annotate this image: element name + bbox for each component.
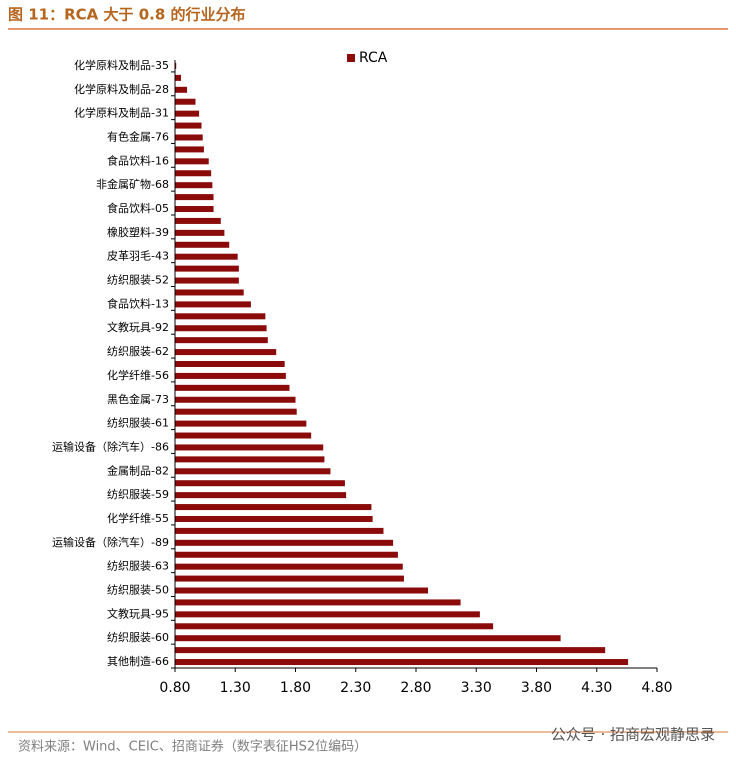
x-tick-label: 1.80: [280, 680, 311, 696]
y-tick-label: 纺织服装-62: [107, 344, 169, 358]
bar: [175, 623, 494, 630]
y-tick-label: 纺织服装-63: [107, 559, 169, 573]
y-tick-label: 纺织服装-52: [107, 273, 169, 287]
x-tick-label: 2.30: [340, 680, 371, 696]
bar: [175, 420, 307, 427]
bar: [175, 194, 214, 201]
bar: [175, 313, 266, 320]
x-tick-label: 3.80: [521, 680, 552, 696]
x-tick-label: 1.30: [220, 680, 251, 696]
bar: [175, 265, 239, 272]
bar: [175, 325, 267, 332]
bar: [175, 456, 325, 463]
x-tick-label: 4.80: [641, 680, 672, 696]
y-tick-label: 运输设备（除汽车）-89: [52, 535, 169, 549]
bar: [175, 170, 212, 177]
bar: [175, 253, 238, 260]
bar: [175, 408, 297, 415]
x-tick-label: 0.80: [159, 680, 190, 696]
y-tick-label: 化学原料及制品-31: [74, 106, 169, 120]
bar: [175, 217, 221, 224]
bar: [175, 337, 268, 344]
y-tick-label: 其他制造-66: [107, 654, 169, 668]
y-tick-label: 化学原料及制品-35: [74, 58, 169, 72]
bar: [175, 563, 403, 570]
bar: [175, 206, 214, 213]
bar: [175, 611, 480, 618]
y-tick-label: 食品饮料-16: [107, 153, 169, 167]
y-tick-label: 非金属矿物-68: [96, 177, 169, 191]
y-tick-label: 皮革羽毛-43: [107, 249, 169, 263]
x-tick-label: 2.80: [400, 680, 431, 696]
y-tick-label: 文教玩具-95: [107, 606, 169, 620]
bar: [175, 182, 213, 189]
x-tick-label: 3.30: [461, 680, 492, 696]
source: 资料来源：Wind、CEIC、招商证券（数字表征HS2位编码）: [18, 739, 367, 755]
bar: [175, 301, 251, 308]
bar: [175, 444, 324, 451]
y-tick-label: 化学原料及制品-28: [74, 82, 169, 96]
y-tick-label: 黑色金属-73: [107, 392, 169, 406]
bar: [175, 229, 225, 236]
bar: [175, 659, 629, 666]
bar: [175, 647, 606, 654]
y-tick-label: 橡胶塑料-39: [107, 225, 169, 239]
bar: [175, 587, 429, 594]
bar: [175, 527, 384, 534]
bar: [175, 468, 331, 475]
bar: [175, 98, 196, 105]
y-tick-label: 运输设备（除汽车）-86: [52, 439, 169, 453]
y-tick-label: 金属制品-82: [107, 463, 169, 477]
bar: [175, 277, 239, 284]
y-tick-label: 化学纤维-56: [107, 368, 169, 382]
y-tick-label: 纺织服装-60: [107, 630, 169, 644]
bar: [175, 515, 373, 522]
y-tick-label: 有色金属-76: [107, 129, 169, 143]
y-tick-label: 纺织服装-50: [107, 583, 169, 597]
x-tick-label: 4.30: [581, 680, 612, 696]
y-tick-label: 纺织服装-59: [107, 487, 169, 501]
bar: [175, 384, 290, 391]
bar: [175, 349, 277, 356]
y-tick-label: 纺织服装-61: [107, 416, 169, 430]
chart-title: 图 11：RCA 大于 0.8 的行业分布: [8, 6, 246, 24]
bar: [175, 504, 372, 511]
bar: [175, 551, 398, 558]
bar: [175, 635, 561, 642]
bar: [175, 289, 244, 296]
bar: [175, 62, 177, 69]
legend-swatch: [347, 54, 355, 62]
bar: [175, 599, 461, 606]
bar: [175, 432, 312, 439]
bar: [175, 539, 394, 546]
bar: [175, 74, 182, 81]
bar: [175, 86, 188, 93]
bar: [175, 361, 285, 367]
bar: [175, 134, 203, 141]
watermark: 公众号 · 招商宏观静思录: [551, 726, 715, 744]
bar: [175, 396, 296, 403]
bar: [175, 110, 200, 117]
bar: [175, 241, 230, 248]
bar: [175, 575, 404, 582]
bar: [175, 372, 286, 379]
y-tick-label: 文教玩具-92: [107, 320, 169, 334]
legend-label: RCA: [359, 50, 388, 66]
y-tick-label: 食品饮料-05: [107, 201, 169, 215]
y-tick-label: 化学纤维-55: [107, 511, 169, 525]
y-tick-label: 食品饮料-13: [107, 296, 169, 310]
bar: [175, 480, 345, 487]
bar: [175, 146, 204, 153]
bar: [175, 492, 347, 499]
bar: [175, 122, 202, 129]
bar: [175, 158, 209, 165]
